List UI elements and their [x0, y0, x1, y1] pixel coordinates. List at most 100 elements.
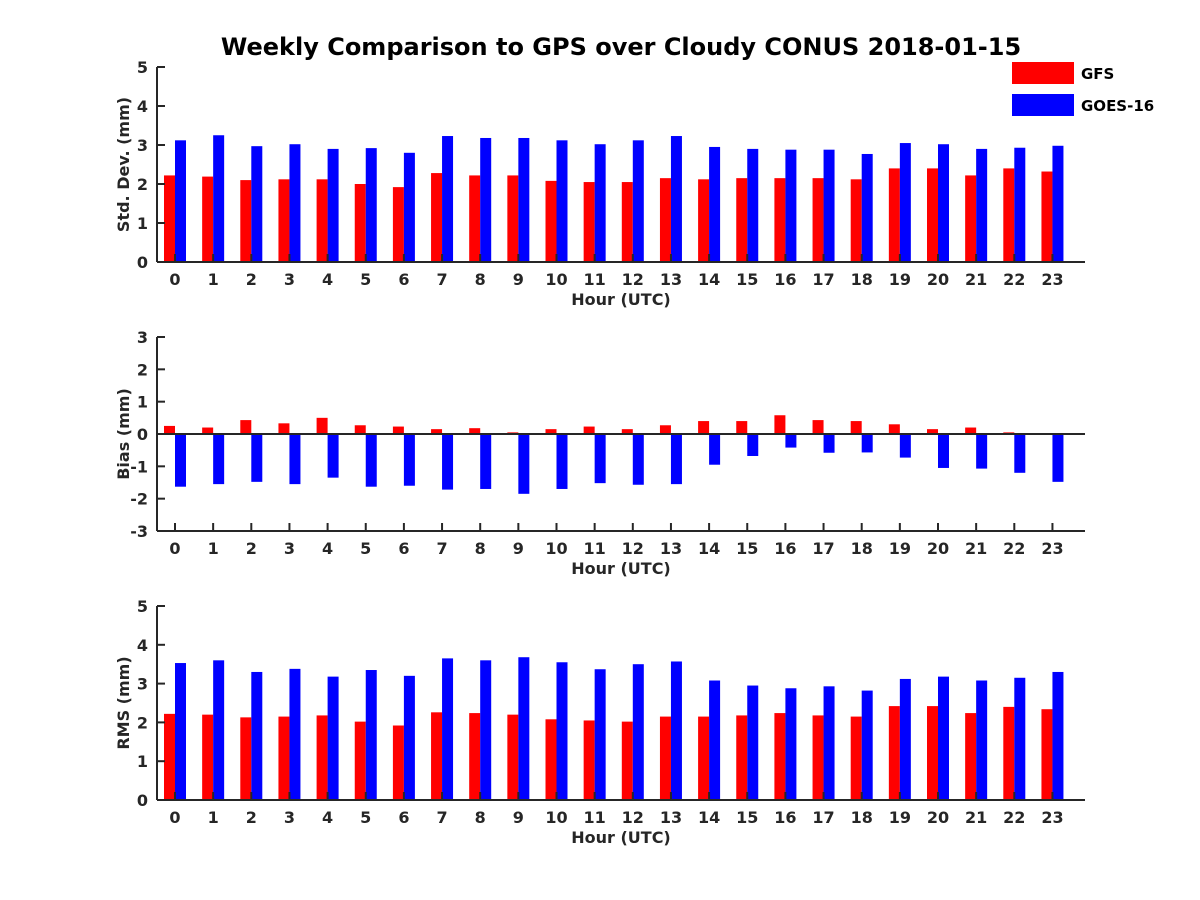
std-dev-bar-gfs-14 — [698, 179, 710, 262]
bias-bar-gfs-6 — [392, 426, 404, 434]
rms-xtick-label: 14 — [698, 808, 720, 827]
std-dev-bar-goes16-8 — [480, 137, 492, 262]
std-dev-bar-gfs-11 — [583, 182, 595, 262]
rms-xtick-label: 7 — [436, 808, 447, 827]
bias-ytick-label: -3 — [130, 522, 148, 541]
bias-ytick-label: 2 — [137, 360, 148, 379]
rms-bar-goes16-6 — [403, 675, 415, 800]
std-dev-ytick-label: 4 — [137, 97, 148, 116]
std-dev-bar-goes16-7 — [442, 136, 454, 262]
std-dev-xtick-label: 4 — [322, 270, 333, 289]
rms-bar-goes16-21 — [976, 680, 988, 800]
rms-bar-goes16-15 — [747, 685, 759, 800]
rms-bar-goes16-14 — [709, 680, 721, 800]
bias-bar-goes16-10 — [556, 434, 568, 489]
bias-bar-goes16-6 — [403, 434, 415, 486]
std-dev-bar-goes16-11 — [594, 144, 606, 262]
bias-bar-goes16-18 — [861, 434, 873, 453]
rms-xtick-label: 13 — [660, 808, 682, 827]
rms-xtick-label: 4 — [322, 808, 333, 827]
std-dev-xtick-label: 9 — [513, 270, 524, 289]
rms-bar-gfs-1 — [202, 714, 214, 800]
bias-bar-goes16-22 — [1014, 434, 1026, 473]
bias-xtick-label: 18 — [851, 539, 873, 558]
std-dev-bar-goes16-18 — [861, 153, 873, 262]
rms-bar-goes16-22 — [1014, 677, 1026, 800]
rms-xtick-label: 19 — [889, 808, 911, 827]
std-dev-bar-goes16-23 — [1052, 145, 1064, 262]
rms-xtick-label: 2 — [246, 808, 257, 827]
rms-xtick-label: 5 — [360, 808, 371, 827]
rms-bar-goes16-11 — [594, 669, 606, 800]
std-dev-ylabel: Std. Dev. (mm) — [114, 97, 133, 232]
rms-xtick-label: 8 — [475, 808, 486, 827]
bias-xtick-label: 20 — [927, 539, 949, 558]
rms-bar-gfs-15 — [736, 715, 748, 800]
std-dev-bar-goes16-12 — [632, 140, 644, 262]
bias-xtick-label: 2 — [246, 539, 257, 558]
std-dev-xtick-label: 0 — [169, 270, 180, 289]
rms-bar-goes16-19 — [899, 678, 911, 800]
bias-bar-gfs-1 — [202, 427, 214, 434]
rms-ytick-label: 4 — [137, 636, 148, 655]
rms-bar-goes16-2 — [251, 671, 263, 800]
bias-bar-goes16-11 — [594, 434, 606, 484]
rms-bar-goes16-10 — [556, 662, 568, 800]
std-dev-bar-goes16-1 — [213, 135, 225, 262]
std-dev-bar-goes16-6 — [403, 152, 415, 262]
std-dev-bar-goes16-22 — [1014, 147, 1026, 262]
rms-bar-gfs-23 — [1041, 709, 1053, 800]
std-dev-bar-goes16-14 — [709, 146, 721, 262]
std-dev-xtick-label: 11 — [584, 270, 606, 289]
std-dev-bar-gfs-9 — [507, 175, 519, 262]
rms-bar-goes16-4 — [327, 676, 339, 800]
rms-bar-gfs-6 — [392, 725, 404, 800]
bias-bar-goes16-8 — [480, 434, 492, 489]
std-dev-xtick-label: 22 — [1003, 270, 1025, 289]
std-dev-xtick-label: 5 — [360, 270, 371, 289]
bias-xtick-label: 13 — [660, 539, 682, 558]
bias-xtick-label: 16 — [774, 539, 796, 558]
bias-bar-goes16-2 — [251, 434, 263, 482]
bias-xtick-label: 5 — [360, 539, 371, 558]
std-dev-bar-gfs-16 — [774, 178, 786, 262]
std-dev-bar-gfs-1 — [202, 176, 214, 262]
rms-bar-gfs-3 — [278, 716, 290, 800]
std-dev-xtick-label: 20 — [927, 270, 949, 289]
std-dev-bar-goes16-17 — [823, 149, 835, 262]
bias-bar-gfs-11 — [583, 426, 595, 434]
rms-ylabel: RMS (mm) — [114, 656, 133, 749]
legend: GFS GOES-16 — [1012, 62, 1154, 116]
std-dev-bar-gfs-10 — [545, 180, 557, 262]
bias-xtick-label: 1 — [208, 539, 219, 558]
rms-ytick-label: 1 — [137, 752, 148, 771]
rms-bar-gfs-12 — [621, 721, 633, 800]
bias-ytick-label: 3 — [137, 328, 148, 347]
bias-xtick-label: 15 — [736, 539, 758, 558]
std-dev-bar-gfs-19 — [888, 168, 900, 262]
bias-bar-goes16-7 — [442, 434, 454, 490]
bias-bar-gfs-20 — [927, 429, 938, 434]
std-dev-xtick-label: 19 — [889, 270, 911, 289]
std-dev-bar-gfs-21 — [965, 175, 977, 262]
std-dev-bar-goes16-21 — [976, 148, 988, 262]
rms-xtick-label: 23 — [1041, 808, 1063, 827]
bias-xtick-label: 7 — [436, 539, 447, 558]
bias-bar-goes16-4 — [327, 434, 339, 478]
bias-xtick-label: 11 — [584, 539, 606, 558]
bias-bar-gfs-3 — [278, 423, 290, 434]
std-dev-ytick-label: 1 — [137, 214, 148, 233]
std-dev-xtick-label: 23 — [1041, 270, 1063, 289]
rms-bar-gfs-18 — [850, 716, 862, 800]
legend-label-gfs: GFS — [1081, 65, 1114, 83]
rms-bar-gfs-16 — [774, 713, 786, 800]
bias-ytick-label: 0 — [137, 425, 148, 444]
bias-bar-goes16-15 — [747, 434, 759, 456]
std-dev-bar-gfs-7 — [431, 173, 443, 262]
bias-ytick-label: -1 — [130, 457, 148, 476]
bias-bar-gfs-0 — [164, 425, 175, 434]
rms-bar-goes16-7 — [442, 658, 454, 800]
